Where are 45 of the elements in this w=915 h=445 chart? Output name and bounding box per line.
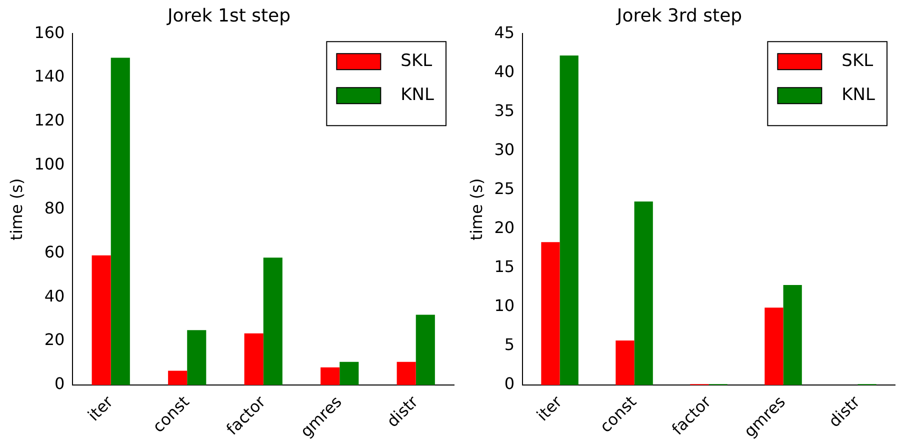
bar [263,258,282,385]
y-tick-label: 40 [494,62,515,81]
bar [396,362,416,385]
y-tick-label: 100 [34,154,65,174]
bar [634,201,653,385]
bar [616,340,634,385]
y-tick-label: 10 [494,296,515,316]
y-tick-label: 45 [494,22,515,42]
y-tick-label: 0 [504,374,515,394]
bar [244,333,264,385]
y-tick-label: 160 [34,22,65,42]
y-tick-label: 40 [44,286,65,306]
y-tick-label: 0 [54,374,65,394]
y-tick-label: 35 [494,100,515,120]
y-tick-label: 15 [494,257,515,276]
bar [110,58,130,385]
y-tick-label: 60 [44,242,65,262]
y-tick-label: 25 [494,178,515,198]
y-tick-label: 5 [504,335,515,354]
bar [783,285,802,385]
bar [320,367,340,385]
legend-label: SKL [400,51,433,72]
y-tick-label: 140 [34,66,65,86]
bar [187,330,206,385]
y-tick-label: 20 [44,330,65,350]
y-axis-title: time (s) [466,178,486,240]
y-axis-title: time (s) [6,178,26,240]
bar [764,308,784,385]
bar [560,55,578,385]
bar [541,242,560,385]
y-tick-label: 120 [34,110,65,130]
y-tick-label: 20 [494,218,515,237]
bar [92,255,111,385]
chart-title: Jorek 3rd step [616,5,742,26]
bar [340,362,359,385]
bar [168,370,188,385]
legend-label: KNL [400,85,435,106]
x-tick-label: iter [532,392,566,425]
y-tick-label: 80 [44,198,65,218]
y-tick-label: 30 [494,140,515,159]
legend-label: SKL [842,51,874,72]
legend-label: KNL [842,85,876,106]
x-tick-label: iter [84,392,117,425]
bar [416,314,435,385]
chart-title: Jorek 1st step [166,5,291,26]
